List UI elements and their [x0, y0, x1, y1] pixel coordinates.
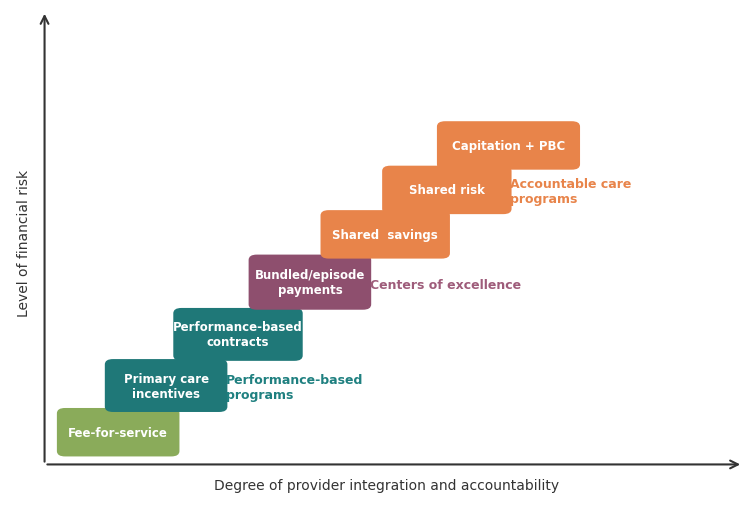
- Text: Centers of excellence: Centers of excellence: [369, 278, 521, 291]
- FancyBboxPatch shape: [57, 408, 179, 457]
- Text: Accountable care
programs: Accountable care programs: [510, 178, 632, 206]
- FancyBboxPatch shape: [382, 166, 511, 215]
- FancyBboxPatch shape: [173, 308, 302, 361]
- Text: Performance-based
programs: Performance-based programs: [226, 373, 363, 401]
- Text: Primary care
incentives: Primary care incentives: [124, 372, 209, 400]
- Text: Bundled/episode
payments: Bundled/episode payments: [255, 269, 365, 297]
- Text: Performance-based
contracts: Performance-based contracts: [173, 321, 303, 349]
- Text: Shared risk: Shared risk: [409, 184, 485, 197]
- FancyBboxPatch shape: [320, 211, 450, 259]
- FancyBboxPatch shape: [105, 359, 228, 412]
- Text: Capitation + PBC: Capitation + PBC: [452, 139, 565, 153]
- Y-axis label: Level of financial risk: Level of financial risk: [17, 169, 31, 316]
- Text: Shared  savings: Shared savings: [333, 229, 438, 241]
- FancyBboxPatch shape: [249, 255, 371, 310]
- FancyBboxPatch shape: [437, 122, 580, 171]
- Text: Fee-for-service: Fee-for-service: [68, 426, 168, 439]
- X-axis label: Degree of provider integration and accountability: Degree of provider integration and accou…: [214, 478, 559, 492]
